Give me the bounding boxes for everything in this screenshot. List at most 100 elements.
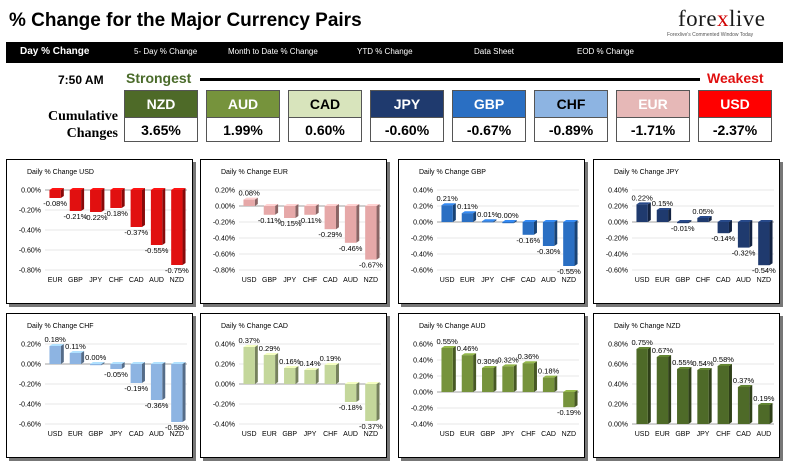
bar [69,190,82,211]
y-tick-label: 0.00% [608,220,628,227]
bar [522,363,534,392]
x-tick-label: NZD [562,277,576,284]
bar-top [502,220,517,222]
data-label: -0.30% [537,247,561,256]
bar-side [647,202,651,222]
bar-side [254,345,258,384]
nav-month-to-date[interactable]: Month to Date % Change [228,47,318,56]
bar-side [162,362,166,400]
bar-top [542,220,558,222]
bar-side [708,368,712,424]
bar-top [150,362,166,364]
x-tick-label: EUR [460,431,475,438]
currency-box-eur: EUR -1.71% [616,90,690,142]
bar-top [522,220,537,222]
bar-side [688,367,692,424]
nav-data-sheet[interactable]: Data Sheet [474,47,515,56]
bar [542,222,555,246]
data-label: 0.15% [652,199,674,208]
bar-top [441,346,456,348]
y-tick-label: -0.20% [606,236,628,243]
x-tick-label: AUD [343,431,358,438]
bar-side [60,188,64,198]
bar-side [513,220,517,224]
data-label: 0.01% [477,210,499,219]
data-label: 0.18% [45,335,67,344]
y-tick-label: 0.20% [21,342,41,349]
bar-top [717,220,732,222]
bar-top [243,345,258,347]
x-tick-label: USD [635,431,650,438]
forexlive-logo[interactable]: forexlive Forexlive's Commented Window T… [655,6,773,40]
bar-side [356,204,360,243]
data-label: 0.46% [457,344,479,353]
x-tick-label: JPY [481,277,494,284]
data-label: 0.29% [259,344,281,353]
nav-day-change[interactable]: Day % Change [20,46,90,57]
x-tick-label: GBP [675,277,690,284]
bar [344,206,357,243]
bar [150,190,163,245]
bar [482,221,494,223]
bar-side [60,344,64,364]
bar-top [49,188,64,190]
bar-top [304,204,319,206]
bar-side [182,188,186,265]
y-tick-label: 0.40% [413,358,433,365]
bar-top [656,208,672,210]
bar-side [668,355,672,424]
bar [304,206,316,215]
bar-side [81,351,85,364]
nav-5day-change[interactable]: 5- Day % Change [134,47,198,56]
data-label: -0.67% [359,261,383,270]
bar-top [243,197,258,200]
nav-ytd-change[interactable]: YTD % Change [357,47,413,56]
bar [150,364,163,400]
x-tick-label: CAD [541,431,556,438]
bar-top [482,366,497,368]
bar-side [668,208,672,222]
bar-top [344,204,360,206]
cumulative-changes-label: Cumulative Changes [48,109,118,141]
bar [441,205,453,222]
data-label: -0.32% [732,249,756,258]
y-tick-label: -0.40% [411,252,433,259]
x-tick-label: AUD [343,277,358,284]
x-tick-label: EUR [48,277,63,284]
data-label: -0.19% [124,384,148,393]
chart-panel-cad: Daily % Change CAD 0.40% 0.20% 0.00% -0.20%… [200,313,387,458]
chart-cad: 0.40% 0.20% 0.00% -0.20% -0.40% 0.37% USD 0.29%… [213,336,383,438]
currency-code: AUD [207,91,279,117]
bar-top [636,202,651,205]
bar [263,355,276,384]
x-tick-label: USD [48,431,63,438]
x-tick-label: CHF [696,277,710,284]
bar-side [452,346,456,392]
x-tick-label: EUR [262,431,277,438]
bar-side [473,353,477,392]
chart-jpy: 0.40% 0.20% 0.00% -0.20% -0.40% -0.60% 0.22% US… [606,188,776,285]
bar-top [563,390,578,392]
currency-value: 3.65% [125,117,197,141]
data-label: 0.00% [85,353,107,362]
bar-top [130,188,145,190]
x-tick-label: NZD [364,277,378,284]
nav-eod-change[interactable]: EOD % Change [577,47,634,56]
x-tick-label: CAD [323,277,338,284]
bar [636,204,648,222]
bar-side [121,362,125,369]
y-tick-label: -0.80% [19,268,41,275]
bar-side [493,219,497,223]
bar-side [533,361,537,392]
y-tick-label: -0.20% [19,382,41,389]
chart-panel-chf: Daily % Change CHF 0.20% 0.00% -0.20% -0.40… [6,313,193,458]
bar-side [554,375,558,392]
chart-eur: 0.20% 0.00% -0.20% -0.40% -0.60% -0.80% 0.08% U… [213,188,383,285]
bar [461,355,474,392]
bar-top [461,211,477,214]
bar-top [130,362,145,364]
bar [49,346,61,364]
data-label: 0.22% [632,193,654,202]
page-title: % Change for the Major Currency Pairs [9,10,362,31]
chart-title: Daily % Change JPY [614,169,679,176]
